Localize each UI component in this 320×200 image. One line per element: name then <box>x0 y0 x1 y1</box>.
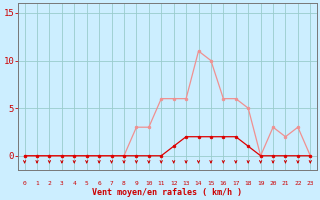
X-axis label: Vent moyen/en rafales ( km/h ): Vent moyen/en rafales ( km/h ) <box>92 188 243 197</box>
